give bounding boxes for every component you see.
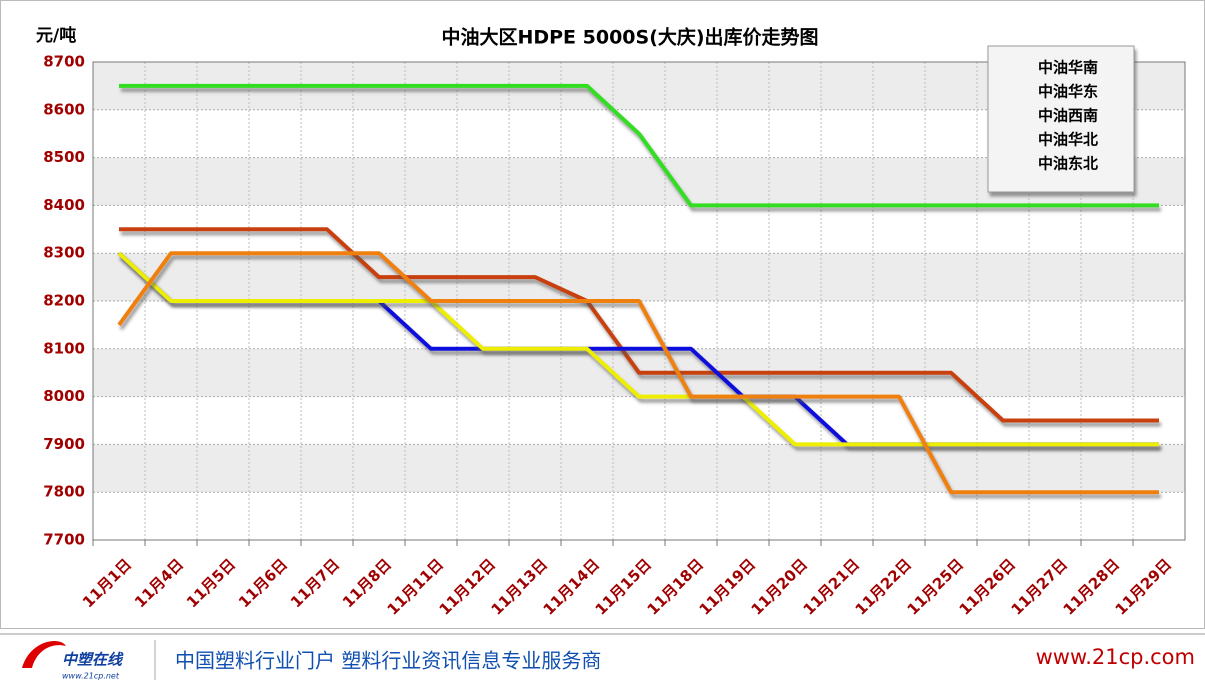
plot-border xyxy=(92,61,1186,541)
logo-icon xyxy=(22,641,66,668)
y-tick-label: 7700 xyxy=(43,531,85,549)
logo-url: www.21cp.net xyxy=(62,672,120,681)
series-line xyxy=(117,251,1159,495)
chart-title: 中油大区HDPE 5000S(大庆)出库价走势图 xyxy=(441,26,818,49)
y-tick-label: 8400 xyxy=(43,196,85,214)
y-tick-label: 7900 xyxy=(43,435,85,453)
y-tick-label: 8000 xyxy=(43,387,85,405)
series-line xyxy=(119,83,1159,208)
footer-url: www.21cp.com xyxy=(1036,645,1195,669)
series-line xyxy=(117,251,1159,447)
series-line xyxy=(119,227,1159,423)
y-tick-label: 7800 xyxy=(43,483,85,501)
y-tick-label: 8500 xyxy=(43,148,85,166)
legend-label: 中油华南 xyxy=(1038,59,1098,77)
y-tick-label: 8300 xyxy=(43,244,85,262)
grid-band xyxy=(93,444,1185,493)
y-tick-label: 8100 xyxy=(43,339,85,357)
legend-box xyxy=(987,45,1135,193)
legend-label: 中油东北 xyxy=(1038,155,1098,173)
y-axis-label: 元/吨 xyxy=(36,25,76,46)
y-tick-label: 8600 xyxy=(43,100,85,118)
grid-band xyxy=(93,253,1185,301)
legend-label: 中油西南 xyxy=(1038,107,1098,125)
y-tick-label: 8200 xyxy=(43,292,85,310)
footer-slogan: 中国塑料行业门户 塑料行业资讯信息专业服务商 xyxy=(175,649,601,673)
legend-label: 中油华东 xyxy=(1038,83,1098,101)
legend-label: 中油华北 xyxy=(1038,131,1098,149)
y-tick-label: 8700 xyxy=(43,53,85,71)
logo-text: 中塑在线 xyxy=(62,651,124,669)
